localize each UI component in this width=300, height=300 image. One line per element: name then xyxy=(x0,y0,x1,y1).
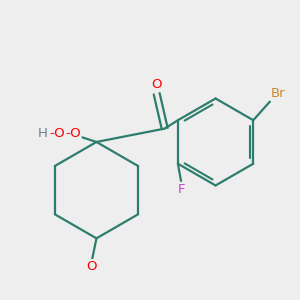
Text: O: O xyxy=(152,78,162,91)
Text: Br: Br xyxy=(271,87,285,100)
Text: O: O xyxy=(86,260,97,273)
Text: H: H xyxy=(52,128,62,140)
Text: H: H xyxy=(38,128,48,140)
Text: -O: -O xyxy=(49,128,65,140)
Text: -O: -O xyxy=(65,128,81,140)
Text: F: F xyxy=(178,183,185,196)
